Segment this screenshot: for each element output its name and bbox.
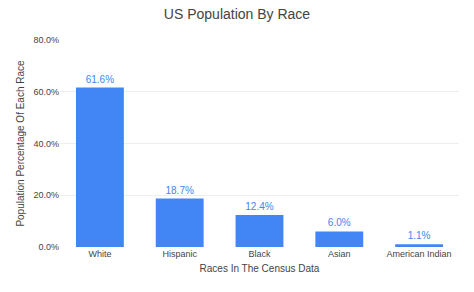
svg-text:American Indian: American Indian — [387, 249, 452, 259]
svg-text:US Population By Race: US Population By Race — [164, 6, 311, 22]
svg-text:18.7%: 18.7% — [165, 185, 193, 196]
svg-text:White: White — [88, 249, 111, 259]
svg-text:6.0%: 6.0% — [328, 217, 351, 228]
svg-text:40.0%: 40.0% — [33, 139, 59, 149]
svg-text:12.4%: 12.4% — [245, 201, 273, 212]
svg-text:61.6%: 61.6% — [86, 74, 114, 85]
svg-text:20.0%: 20.0% — [33, 190, 59, 200]
svg-text:Hispanic: Hispanic — [162, 249, 197, 259]
svg-text:1.1%: 1.1% — [408, 230, 431, 241]
svg-text:0.0%: 0.0% — [38, 242, 59, 252]
svg-text:Asian: Asian — [328, 249, 351, 259]
svg-text:Races In The Census Data: Races In The Census Data — [200, 263, 320, 274]
svg-text:60.0%: 60.0% — [33, 87, 59, 97]
svg-text:Population Percentage Of Each: Population Percentage Of Each Race — [15, 60, 26, 227]
svg-text:Black: Black — [248, 249, 271, 259]
svg-text:80.0%: 80.0% — [33, 35, 59, 45]
